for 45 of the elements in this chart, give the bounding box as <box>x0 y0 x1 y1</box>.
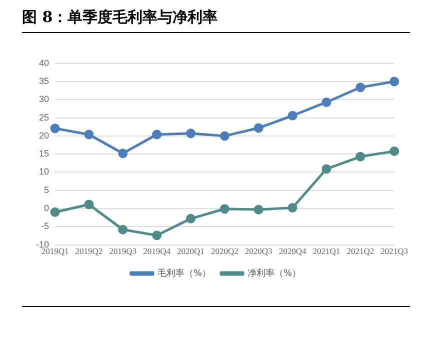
legend-label: 净利率（%） <box>248 268 302 279</box>
x-tick-label: 2020Q1 <box>177 246 204 256</box>
y-tick-label: 30 <box>38 94 50 104</box>
x-tick-label: 2021Q1 <box>312 246 340 256</box>
point <box>84 200 94 210</box>
point <box>356 82 366 92</box>
x-tick-label: 2019Q2 <box>75 246 103 256</box>
x-tick-label: 2019Q4 <box>143 246 172 256</box>
point <box>152 130 162 140</box>
point <box>186 128 196 138</box>
point <box>322 97 332 107</box>
point <box>220 131 230 141</box>
point <box>288 203 298 213</box>
point <box>186 214 196 224</box>
y-tick-label: 0 <box>44 203 50 214</box>
y-tick-label: 25 <box>38 112 50 122</box>
point <box>220 204 230 214</box>
point <box>152 230 162 240</box>
point <box>118 224 128 234</box>
point <box>254 123 264 133</box>
y-tick-label: 20 <box>38 130 50 140</box>
point <box>84 130 94 140</box>
y-tick-label: 35 <box>38 76 50 86</box>
point <box>50 124 60 134</box>
y-tick-label: -5 <box>40 221 50 232</box>
point <box>390 76 400 86</box>
point <box>356 152 366 162</box>
x-tick-label: 2021Q3 <box>380 246 408 256</box>
legend-label: 毛利率（%） <box>157 268 212 279</box>
x-tick-label: 2019Q3 <box>109 246 137 256</box>
point <box>50 207 60 217</box>
x-tick-label: 2021Q2 <box>346 246 374 256</box>
point <box>118 148 128 158</box>
y-tick-label: 40 <box>38 58 50 68</box>
point <box>254 204 264 214</box>
point <box>390 146 400 156</box>
point <box>288 110 298 120</box>
y-tick-label: 15 <box>38 148 50 159</box>
chart-title: 图 8：单季度毛利率与净利率 <box>22 8 218 27</box>
y-tick-label: 5 <box>44 184 50 195</box>
x-tick-label: 2020Q2 <box>210 246 238 256</box>
x-tick-label: 2020Q4 <box>278 246 307 256</box>
y-tick-label: 10 <box>38 166 50 177</box>
point <box>322 164 332 174</box>
x-tick-label: 2020Q3 <box>244 246 272 256</box>
